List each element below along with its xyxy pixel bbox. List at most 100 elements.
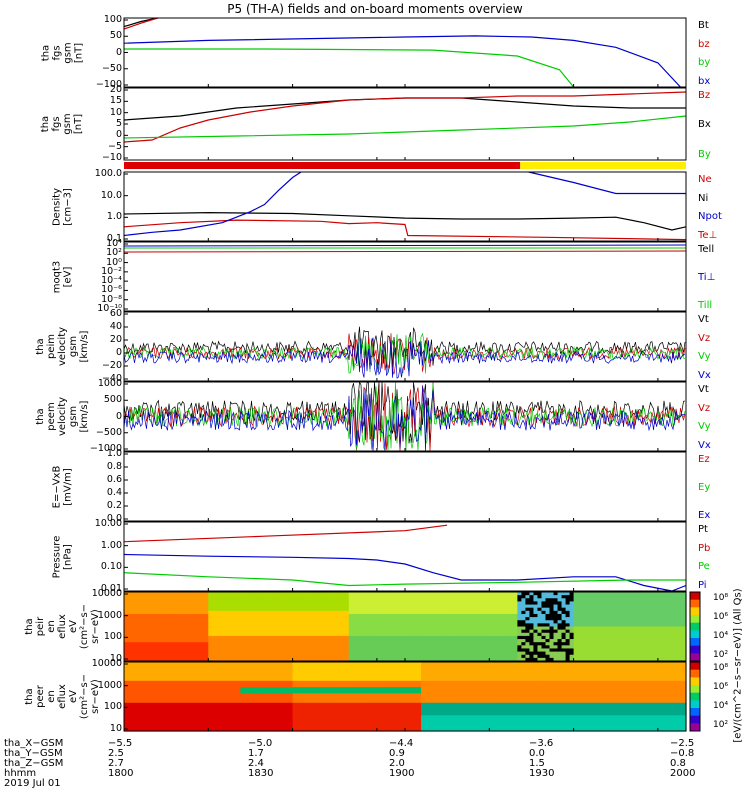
spectrogram-cell <box>304 626 310 631</box>
spectrogram-cell <box>288 680 294 685</box>
spectrogram-cell <box>240 648 246 653</box>
spectrogram-cell <box>465 657 470 662</box>
spectrogram-cell <box>252 657 258 662</box>
spectrogram-cell <box>268 662 274 666</box>
spectrogram-cell <box>288 598 294 603</box>
spectrogram-cell <box>437 610 442 615</box>
spectrogram-cell <box>308 665 314 669</box>
spectrogram-cell <box>332 674 338 679</box>
spectrogram-cell <box>561 632 567 637</box>
spectrogram-cell <box>457 607 462 612</box>
spectrogram-cell <box>681 651 687 656</box>
spectrogram-cell <box>272 657 278 662</box>
spectrogram-cell <box>364 632 370 637</box>
spectrogram-cell <box>160 592 165 596</box>
spectrogram-cell <box>132 613 137 618</box>
spectrogram-cell <box>124 715 129 720</box>
spectrogram-cell <box>617 617 623 621</box>
spectrogram-cell <box>304 607 310 612</box>
spectrogram-cell <box>260 592 266 596</box>
spectrogram-cell <box>284 671 290 676</box>
spectrogram-cell <box>481 607 486 612</box>
spectrogram-cell <box>272 671 278 676</box>
spectrogram-cell <box>280 677 286 682</box>
spectrogram-cell <box>124 696 129 701</box>
spectrogram-cell <box>128 718 133 723</box>
spectrogram-cell <box>405 598 410 603</box>
spectrogram-cell <box>228 635 233 640</box>
spectrogram-cell <box>409 693 414 698</box>
spectrogram-cell <box>360 674 366 679</box>
spectrogram-cell <box>240 721 246 726</box>
spectrogram-cell <box>276 657 282 662</box>
spectrogram-cell <box>509 651 514 656</box>
spectrogram-cell <box>473 657 478 662</box>
spectrogram-cell <box>164 607 169 612</box>
spectrogram-cell <box>469 639 474 643</box>
spectrogram-cell <box>569 604 575 609</box>
spectrogram-cell <box>525 610 531 615</box>
spectrogram-cell <box>184 604 189 609</box>
spectrogram-cell <box>352 648 358 653</box>
spectrogram-cell <box>649 620 655 624</box>
spectrogram-cell <box>380 690 386 694</box>
spectrogram-cell <box>252 702 258 707</box>
spectrogram-cell <box>220 617 225 621</box>
spectrogram-cell <box>517 604 523 609</box>
spectrogram-cell <box>545 592 551 596</box>
spectrogram-cell <box>417 671 422 676</box>
spectrogram-cell <box>284 674 290 679</box>
spectrogram-cell <box>601 620 607 624</box>
spectrogram-cell <box>364 635 370 640</box>
spectrogram-cell <box>188 635 193 640</box>
spectrogram-cell <box>172 617 177 621</box>
spectrogram-cell <box>573 626 579 631</box>
spectrogram-cell <box>441 639 446 643</box>
spectrogram-cell <box>509 629 514 634</box>
spectrogram-cell <box>176 635 181 640</box>
spectrogram-cell <box>228 715 233 720</box>
spectrogram-cell <box>232 610 237 615</box>
spectrogram-cell <box>340 601 346 606</box>
spectrogram-cell <box>657 592 663 596</box>
spectrogram-cell <box>380 623 386 628</box>
spectrogram-cell <box>380 654 386 659</box>
spectrogram-cell <box>413 598 418 603</box>
spectrogram-cell <box>396 680 402 685</box>
spectrogram-cell <box>449 623 454 628</box>
spectrogram-cell <box>128 677 133 682</box>
spectrogram-cell <box>160 721 165 726</box>
spectrogram-cell <box>469 654 474 659</box>
spectrogram-cell <box>160 696 165 701</box>
spectrogram-cell <box>505 645 510 650</box>
spectrogram-cell <box>220 665 225 669</box>
spectrogram-cell <box>352 642 358 646</box>
spectrogram-cell <box>429 687 434 691</box>
spectrogram-cell <box>264 687 270 691</box>
spectrogram-cell <box>541 601 547 606</box>
spectrogram-cell <box>348 642 354 646</box>
spectrogram-cell <box>417 690 422 694</box>
spectrogram-cell <box>244 623 250 628</box>
spectrogram-cell <box>501 610 506 615</box>
spectrogram-cell <box>501 598 506 603</box>
spectrogram-cell <box>236 595 242 599</box>
spectrogram-cell <box>549 651 555 656</box>
spectrogram-cell <box>284 654 290 659</box>
spectrogram-cell <box>236 674 242 679</box>
spectrogram-cell <box>132 690 137 694</box>
spectrogram-cell <box>196 662 201 666</box>
spectrogram-cell <box>324 699 330 704</box>
spectrogram-cell <box>320 651 326 656</box>
spectrogram-cell <box>136 598 141 603</box>
spectrogram-cell <box>272 598 278 603</box>
spectrogram-cell <box>220 645 225 650</box>
spectrogram-cell <box>384 696 390 701</box>
spectrogram-cell <box>633 648 639 653</box>
spectrogram-cell <box>605 595 611 599</box>
spectrogram-cell <box>629 601 635 606</box>
spectrogram-cell <box>220 648 225 653</box>
spectrogram-cell <box>360 677 366 682</box>
spectrogram-cell <box>557 604 563 609</box>
spectrogram-cell <box>228 610 233 615</box>
